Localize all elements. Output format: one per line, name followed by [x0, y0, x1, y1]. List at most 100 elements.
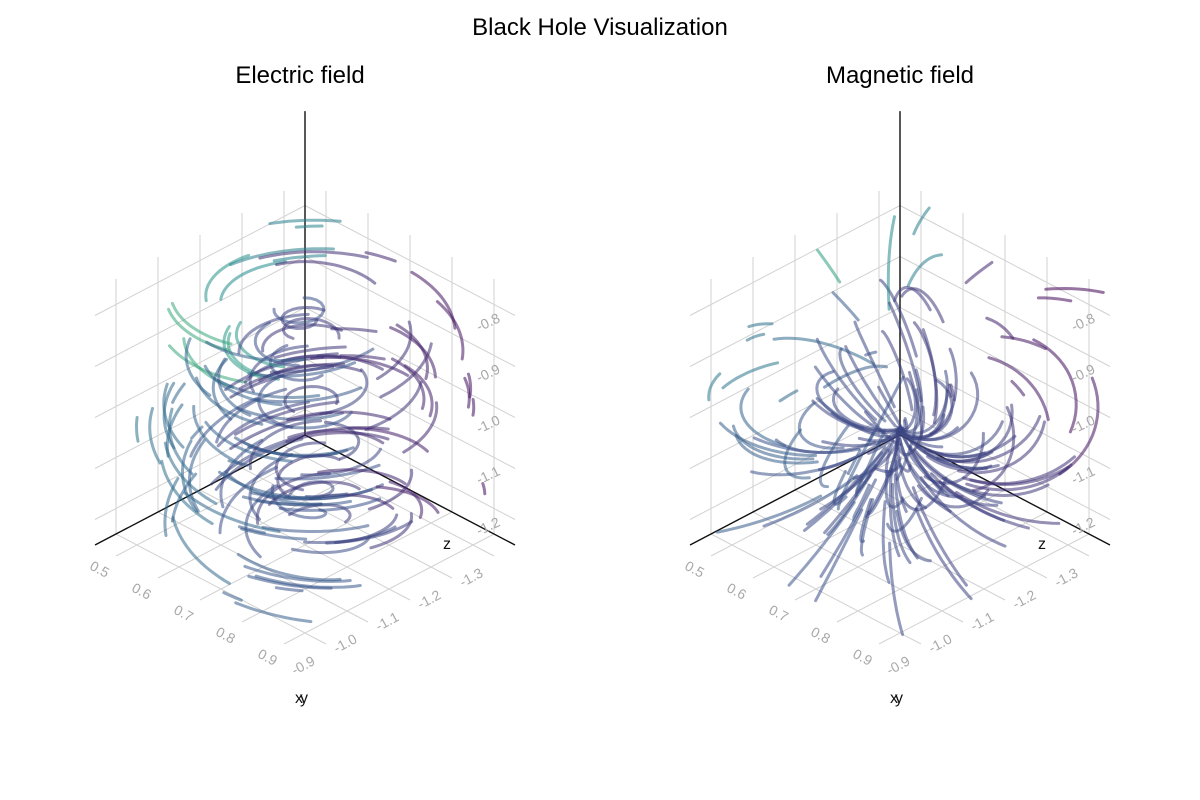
- streamline: [258, 250, 369, 260]
- streamline: [237, 312, 310, 355]
- streamline: [248, 344, 309, 393]
- streamline: [969, 455, 1076, 485]
- streamline: [379, 342, 433, 399]
- streamline: [985, 316, 1015, 340]
- streamline: [1010, 379, 1026, 397]
- streamline: [1000, 335, 1047, 351]
- streamline: [216, 400, 310, 448]
- streamline: [162, 381, 176, 450]
- streamlines: [707, 206, 1105, 636]
- y-tick-label: -0.9: [884, 652, 913, 678]
- streamline: [914, 507, 973, 601]
- x-tick-label: 0.9: [255, 645, 280, 668]
- z-tick-label: -1.1: [1069, 463, 1098, 488]
- y-axis-label: y: [300, 690, 308, 707]
- streamline: [205, 340, 305, 363]
- streamline: [718, 421, 818, 457]
- streamline: [364, 251, 397, 263]
- streamline: [815, 337, 877, 421]
- streamline: [291, 535, 371, 555]
- x-tick-label: 0.8: [808, 623, 833, 646]
- x-tick-label: 0.7: [766, 601, 791, 624]
- streamline: [330, 327, 378, 333]
- streamline: [222, 591, 243, 602]
- streamline: [881, 500, 891, 584]
- streamline: [923, 449, 994, 463]
- y-tick-label: -1.0: [331, 630, 360, 656]
- streamline: [912, 206, 931, 236]
- streamline: [273, 345, 347, 360]
- streamline: [203, 364, 283, 407]
- streamline: [168, 344, 248, 384]
- streamline: [183, 491, 281, 533]
- electric-field-plot[interactable]: 0.50.60.70.80.9-1.3-1.2-1.1-1.0-0.9-1.2-…: [0, 110, 600, 770]
- streamline: [189, 396, 259, 458]
- streamline: [463, 376, 471, 409]
- x-tick-label: 0.7: [171, 601, 196, 624]
- streamline: [884, 469, 905, 509]
- y-tick-label: -1.1: [968, 608, 997, 634]
- z-tick-label: -1.0: [474, 412, 503, 437]
- streamline: [171, 516, 231, 585]
- z-tick-label: -1.2: [474, 514, 503, 539]
- streamline: [229, 247, 335, 267]
- streamline: [240, 527, 308, 541]
- streamline: [919, 476, 1007, 548]
- streamline: [248, 419, 323, 471]
- streamline: [204, 253, 251, 303]
- streamline: [893, 285, 932, 312]
- streamline: [987, 356, 1050, 422]
- streamline: [268, 218, 342, 226]
- streamline: [192, 404, 243, 466]
- streamline: [148, 406, 162, 465]
- streamline: [901, 369, 949, 435]
- streamline: [783, 428, 811, 480]
- streamline: [243, 564, 352, 583]
- streamline: [258, 410, 353, 430]
- streamline: [734, 434, 819, 465]
- streamline: [853, 320, 896, 409]
- streamline: [908, 444, 1003, 505]
- z-tick-label: -1.2: [1069, 514, 1098, 539]
- streamline: [762, 474, 859, 528]
- streamline: [165, 403, 184, 458]
- streamline: [233, 400, 340, 436]
- electric-field-title: Electric field: [235, 62, 365, 89]
- streamline: [854, 428, 887, 498]
- streamline: [287, 429, 385, 445]
- magnetic-field-plot[interactable]: 0.50.60.70.80.9-1.3-1.2-1.1-1.0-0.9-1.2-…: [595, 110, 1195, 770]
- streamline: [402, 401, 439, 454]
- streamline: [272, 254, 327, 263]
- streamline: [831, 291, 860, 322]
- streamline: [276, 454, 341, 499]
- streamline: [739, 387, 787, 448]
- streamline: [364, 380, 423, 431]
- streamline: [817, 425, 904, 472]
- y-tick-label: -0.9: [289, 652, 318, 678]
- figure-title: Black Hole Visualization: [472, 14, 728, 41]
- streamline: [218, 470, 322, 500]
- streamline: [257, 373, 294, 429]
- streamline: [278, 497, 382, 512]
- streamline: [881, 330, 914, 412]
- streamline: [879, 278, 918, 358]
- streamline: [819, 478, 877, 578]
- streamline: [435, 300, 465, 361]
- streamline: [274, 586, 304, 593]
- streamline: [323, 420, 361, 461]
- streamline: [222, 325, 262, 379]
- streamline: [888, 467, 901, 558]
- y-tick-label: -1.1: [373, 608, 402, 634]
- streamline: [947, 383, 953, 398]
- streamline: [395, 323, 430, 381]
- z-axis-label: z: [1038, 536, 1046, 553]
- y-tick-label: -1.2: [1010, 586, 1039, 612]
- streamline: [254, 574, 362, 589]
- streamline: [805, 446, 887, 526]
- streamline: [170, 301, 233, 346]
- streamline: [171, 382, 186, 404]
- z-tick-label: -0.8: [474, 310, 503, 335]
- streamline: [134, 416, 140, 443]
- streamline: [929, 347, 958, 436]
- streamline: [813, 365, 885, 434]
